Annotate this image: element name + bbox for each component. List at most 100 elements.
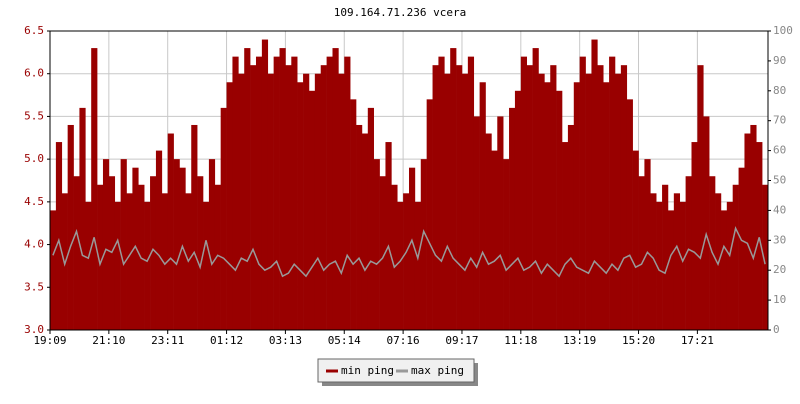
bar <box>320 65 327 331</box>
x-tick-label: 17:21 <box>681 334 714 347</box>
bar <box>732 184 739 330</box>
bar <box>73 176 80 330</box>
bar <box>662 184 669 330</box>
bar <box>344 56 351 330</box>
bar <box>650 193 657 330</box>
bar <box>367 107 374 330</box>
bar <box>626 99 633 330</box>
y2-tick-label: 70 <box>773 114 786 127</box>
bar <box>444 73 451 330</box>
y2-tick-label: 20 <box>773 263 786 276</box>
bar <box>161 193 169 330</box>
bar <box>691 142 698 330</box>
bar <box>656 201 663 330</box>
bar <box>667 210 675 330</box>
bar <box>432 65 439 331</box>
bar <box>120 159 127 330</box>
line <box>52 226 766 278</box>
bar <box>720 210 728 330</box>
bar <box>308 90 316 330</box>
bar <box>632 150 639 330</box>
bar <box>379 176 386 330</box>
bar <box>697 65 704 331</box>
bar <box>603 82 610 330</box>
y-tick-label: 3.5 <box>24 280 44 293</box>
bar <box>679 201 686 330</box>
bar <box>173 159 180 330</box>
y2-tick-label: 90 <box>773 54 786 67</box>
chart-title: 109.164.71.236 vcera <box>334 6 466 19</box>
bar <box>403 193 410 330</box>
bar <box>179 167 186 330</box>
bar <box>279 48 286 330</box>
bar <box>526 65 533 331</box>
bar <box>50 210 57 330</box>
bar <box>473 116 480 330</box>
bar <box>609 56 616 330</box>
x-tick-label: 09:17 <box>445 334 478 347</box>
y2-tick-label: 50 <box>773 174 786 187</box>
bar <box>208 159 216 330</box>
bar <box>79 107 86 330</box>
bar <box>461 73 469 330</box>
bar <box>520 56 528 330</box>
bar <box>503 159 510 330</box>
bar <box>214 184 221 330</box>
bar <box>673 193 681 330</box>
bar <box>291 56 298 330</box>
y2-tick-label: 100 <box>773 24 793 37</box>
bar <box>756 142 763 330</box>
y-tick-label: 5.0 <box>24 152 44 165</box>
bar <box>485 133 492 330</box>
y2-tick-label: 0 <box>773 323 780 336</box>
x-tick-label: 03:13 <box>269 334 302 347</box>
bar <box>456 65 463 331</box>
bar <box>197 176 204 330</box>
bar <box>226 82 233 330</box>
bar <box>267 73 274 330</box>
bar <box>762 184 769 330</box>
bar <box>373 159 380 330</box>
bar <box>420 159 427 330</box>
legend-label: max ping <box>411 364 464 377</box>
bar <box>356 124 363 330</box>
bar <box>744 133 751 330</box>
bar <box>562 142 569 330</box>
bar <box>426 99 433 330</box>
x-tick-label: 05:14 <box>328 334 361 347</box>
x-tick-label: 21:10 <box>92 334 125 347</box>
bar <box>497 116 504 330</box>
bar <box>314 73 322 330</box>
bar <box>550 65 557 331</box>
bar <box>67 124 74 330</box>
bar <box>132 167 139 330</box>
bar <box>203 201 210 330</box>
bar <box>250 65 257 331</box>
legend: min ping max ping <box>317 358 478 386</box>
bar <box>450 48 457 330</box>
bar <box>414 201 422 330</box>
bar <box>255 56 263 330</box>
y2-tick-label: 40 <box>773 203 786 216</box>
y-tick-label: 4.5 <box>24 195 44 208</box>
bar <box>491 150 498 330</box>
bar <box>644 159 651 330</box>
y-tick-label: 3.0 <box>24 323 44 336</box>
bar <box>273 56 280 330</box>
y-tick-label: 6.5 <box>24 24 44 37</box>
x-tick-label: 19:09 <box>33 334 66 347</box>
bar <box>514 90 522 330</box>
y2-tick-label: 80 <box>773 84 786 97</box>
bar <box>55 142 63 330</box>
bar <box>750 124 757 330</box>
bar <box>391 184 398 330</box>
bar <box>579 56 586 330</box>
legend-label: min ping <box>341 364 394 377</box>
bar <box>285 65 292 331</box>
x-tick-label: 01:12 <box>210 334 243 347</box>
bar <box>620 65 628 331</box>
bar <box>144 201 151 330</box>
bar <box>361 133 369 330</box>
bar <box>585 73 592 330</box>
bar <box>556 90 563 330</box>
